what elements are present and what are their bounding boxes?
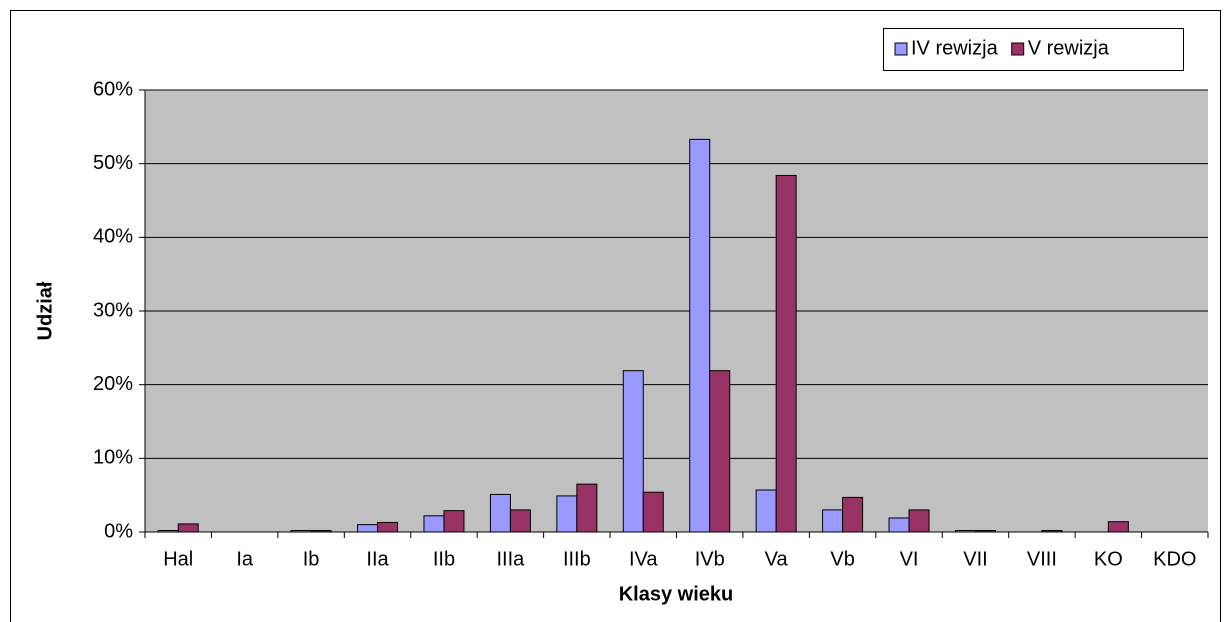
bar bbox=[377, 521, 399, 533]
bar bbox=[576, 483, 598, 533]
bar bbox=[842, 496, 864, 533]
bar bbox=[357, 524, 379, 533]
x-tick-label: IIIb bbox=[563, 548, 591, 570]
bar bbox=[489, 493, 511, 533]
bar bbox=[954, 530, 976, 533]
legend-swatch bbox=[894, 42, 908, 56]
bar bbox=[157, 530, 179, 533]
y-axis-title: Udział bbox=[34, 281, 56, 340]
x-tick-label: IIa bbox=[366, 548, 389, 570]
legend-label: IV rewizja bbox=[911, 37, 999, 59]
bar bbox=[642, 491, 664, 533]
bar bbox=[908, 509, 930, 533]
legend-swatch bbox=[1011, 42, 1025, 56]
bar bbox=[755, 489, 777, 533]
legend-box bbox=[883, 28, 1184, 71]
y-tick-label: 60% bbox=[93, 78, 133, 100]
y-tick-label: 50% bbox=[93, 152, 133, 174]
bar bbox=[423, 515, 445, 533]
bar bbox=[709, 370, 731, 533]
x-tick-label: IVb bbox=[695, 548, 725, 570]
x-tick-label: Va bbox=[765, 548, 789, 570]
bar bbox=[310, 530, 332, 533]
x-tick-label: Ia bbox=[236, 548, 254, 570]
bar bbox=[1041, 530, 1063, 533]
x-axis-title: Klasy wieku bbox=[619, 583, 734, 605]
bar bbox=[775, 174, 797, 533]
bar bbox=[290, 530, 312, 533]
bar bbox=[974, 530, 996, 533]
bar bbox=[443, 510, 465, 533]
bar bbox=[509, 509, 531, 533]
y-tick-label: 30% bbox=[93, 299, 133, 321]
bar bbox=[822, 509, 844, 533]
bar bbox=[177, 523, 199, 533]
bar bbox=[888, 517, 910, 533]
x-tick-label: Vb bbox=[830, 548, 854, 570]
y-tick-label: 40% bbox=[93, 226, 133, 248]
bar bbox=[556, 495, 578, 533]
bar bbox=[689, 138, 711, 533]
y-tick-label: 0% bbox=[104, 520, 133, 542]
y-tick-label: 20% bbox=[93, 373, 133, 395]
x-tick-label: IIb bbox=[433, 548, 455, 570]
bar bbox=[1107, 521, 1129, 533]
x-tick-label: VII bbox=[963, 548, 987, 570]
x-tick-label: VI bbox=[900, 548, 919, 570]
x-tick-label: IIIa bbox=[497, 548, 526, 570]
x-tick-label: KDO bbox=[1153, 548, 1196, 570]
y-tick-label: 10% bbox=[93, 447, 133, 469]
x-tick-label: VIII bbox=[1027, 548, 1057, 570]
bar bbox=[622, 370, 644, 533]
x-tick-label: Ib bbox=[303, 548, 320, 570]
x-tick-label: IVa bbox=[629, 548, 658, 570]
legend-label: V rewizja bbox=[1028, 37, 1110, 59]
x-tick-label: Hal bbox=[163, 548, 193, 570]
x-tick-label: KO bbox=[1094, 548, 1123, 570]
